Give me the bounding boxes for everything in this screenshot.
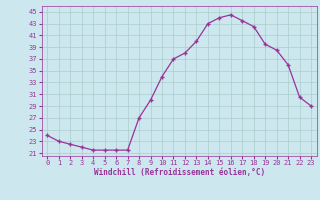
X-axis label: Windchill (Refroidissement éolien,°C): Windchill (Refroidissement éolien,°C) [94,168,265,177]
